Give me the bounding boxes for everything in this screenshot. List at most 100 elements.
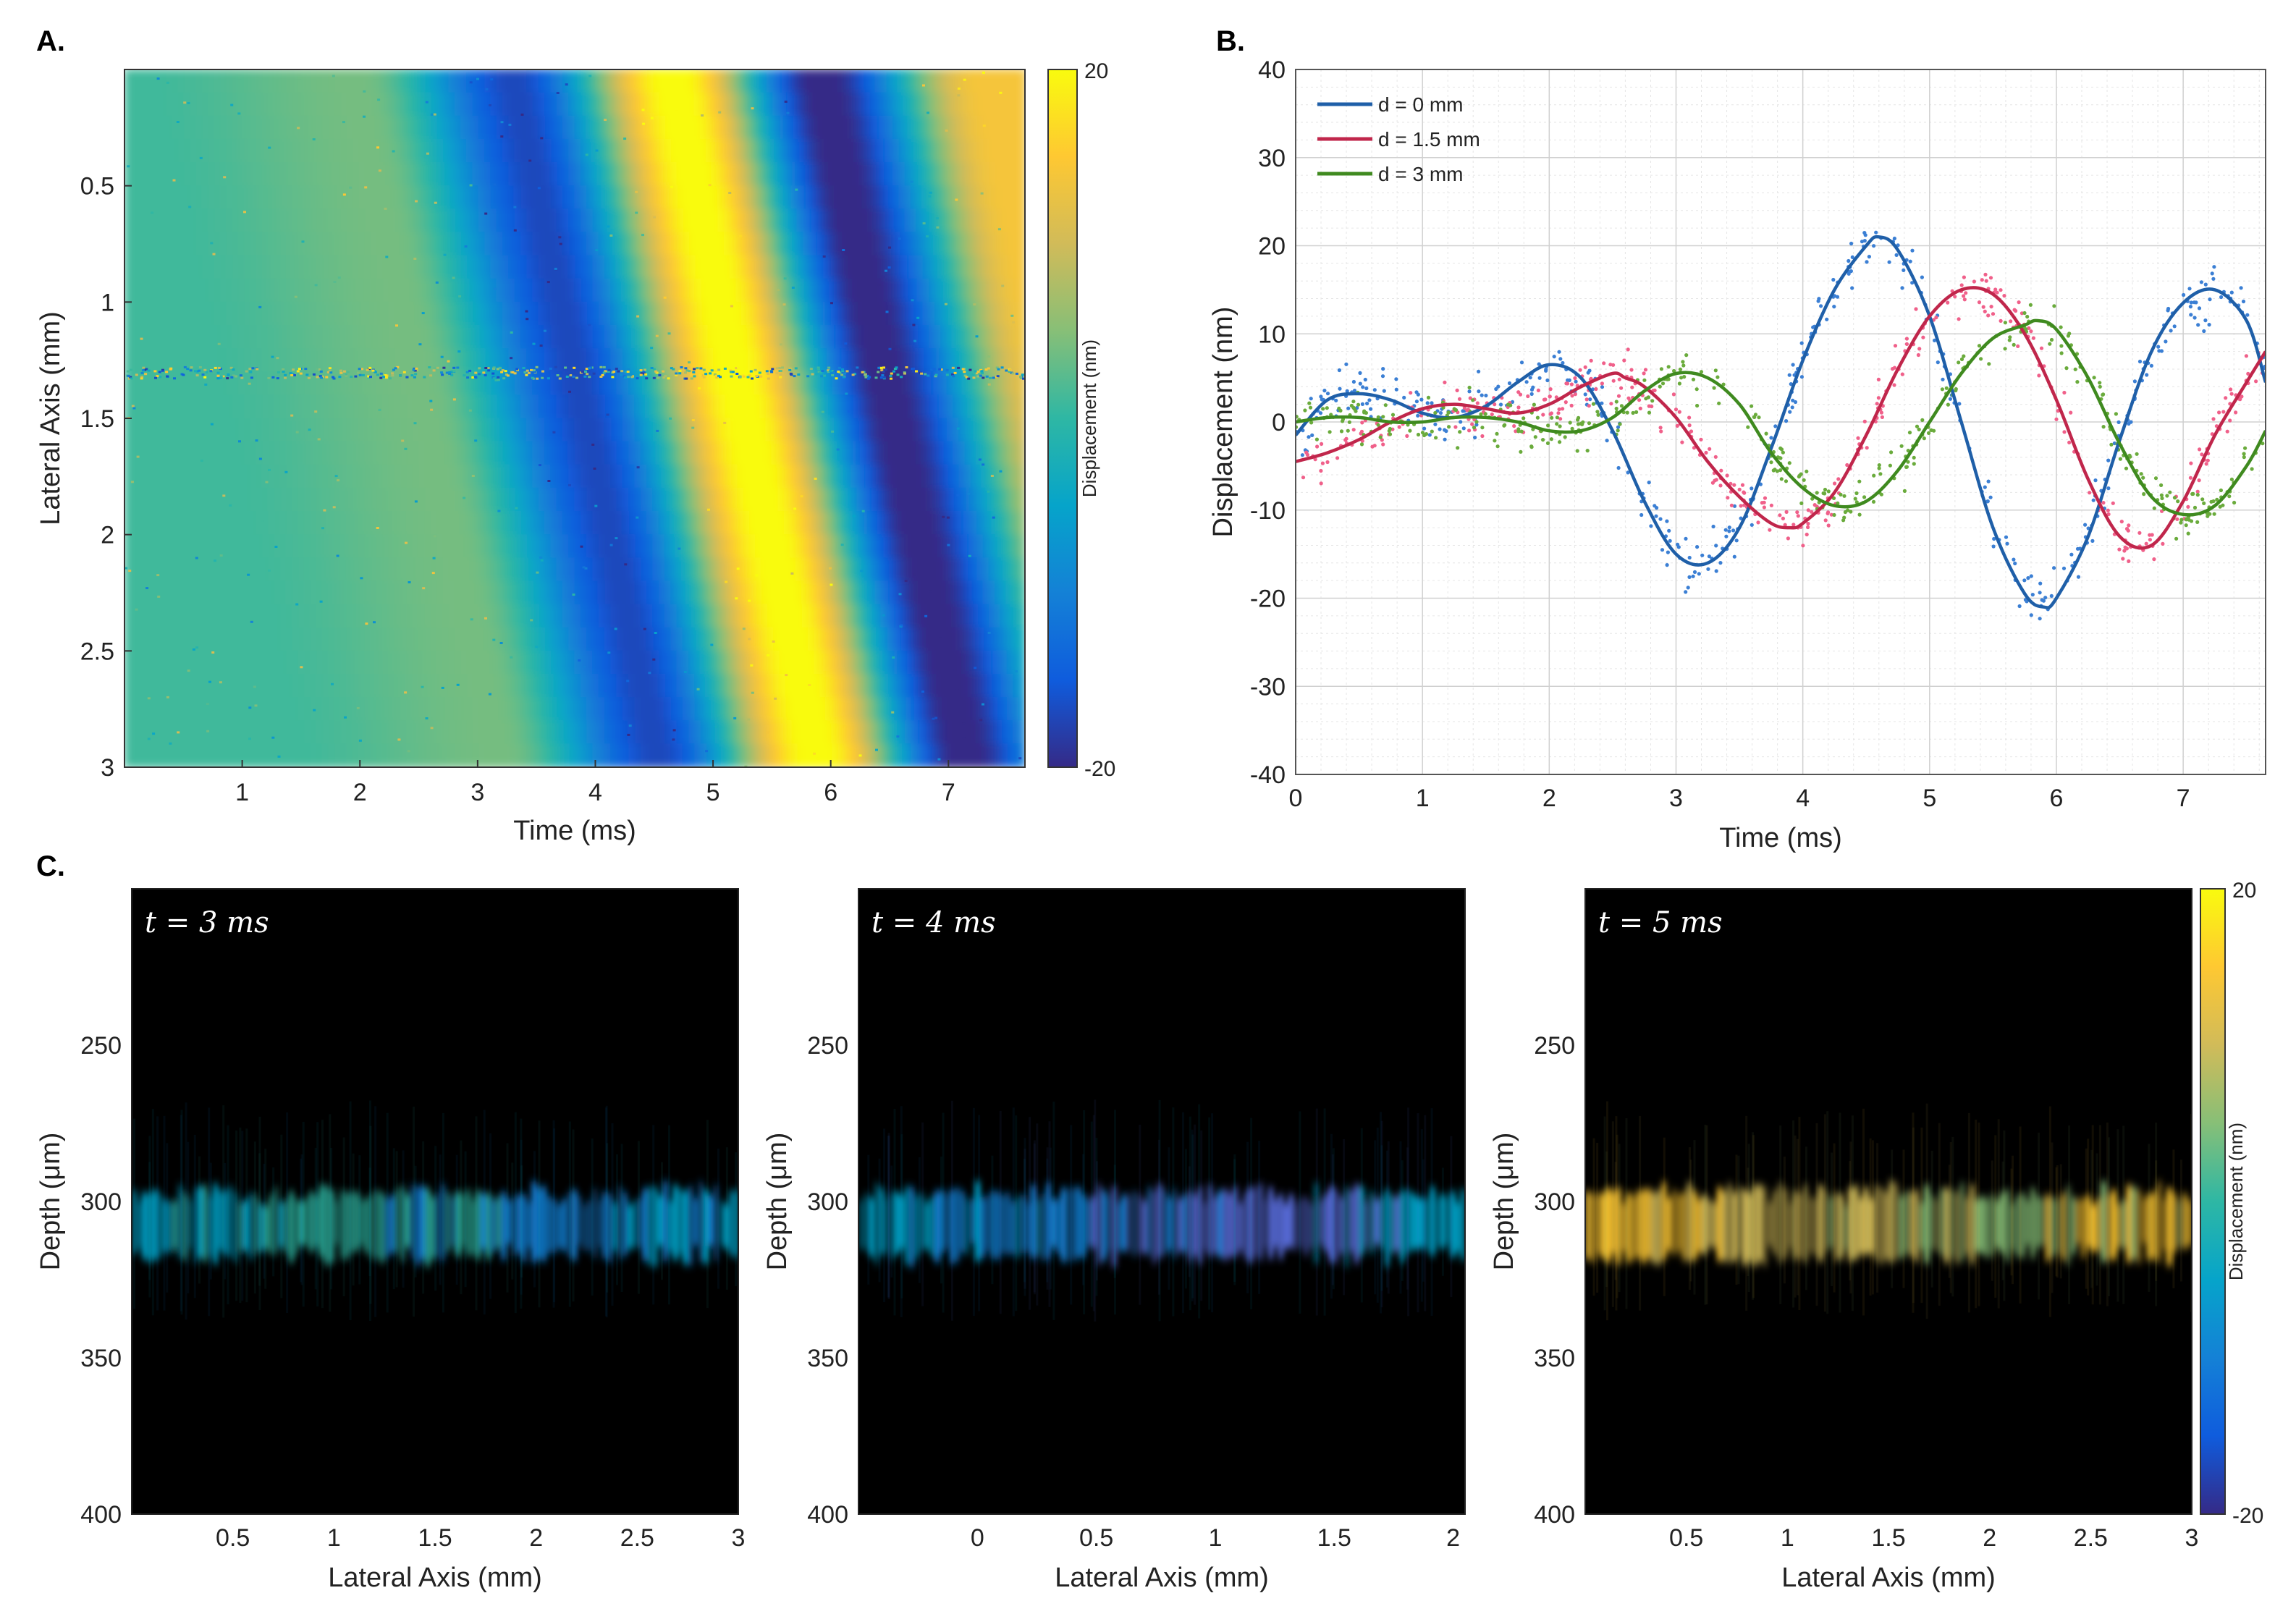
heatmap-cell (1018, 464, 1025, 489)
heatmap-cell (214, 348, 221, 373)
heatmap-cell (502, 743, 510, 767)
heatmap-cell (352, 325, 360, 350)
heatmap-cell (995, 487, 1002, 512)
heatmap-cell (586, 557, 594, 582)
heatmap-cell (652, 115, 660, 140)
heatmap-cell (982, 674, 990, 698)
heatmap-cell (658, 511, 666, 536)
heatmap-cell (388, 557, 396, 582)
heatmap-cell (406, 185, 414, 210)
heatmap-cell (262, 627, 269, 652)
heatmap-cell (748, 604, 756, 629)
heatmap-cell (478, 255, 486, 280)
heatmap-cell (1000, 325, 1008, 350)
heatmap-cell (886, 232, 894, 256)
heatmap-cell (412, 115, 420, 140)
heatmap-cell (1000, 720, 1008, 745)
heatmap-cell (154, 627, 161, 652)
heatmap-cell (664, 115, 672, 140)
heatmap-cell (880, 394, 888, 419)
heatmap-cell (874, 580, 882, 605)
heatmap-cell (148, 674, 156, 698)
heatmap-cell (568, 325, 575, 350)
heatmap-cell (664, 208, 672, 233)
heatmap-cell (400, 162, 408, 187)
heatmap-cell (988, 697, 996, 722)
heatmap-cell (910, 185, 918, 210)
heatmap-cell (310, 418, 318, 443)
heatmap-cell (826, 418, 834, 443)
heatmap-cell (304, 418, 312, 443)
noise-row-speck (793, 375, 796, 378)
heatmap-cell (298, 464, 305, 489)
heatmap-cell (652, 69, 660, 94)
heatmap-cell (976, 464, 984, 489)
heatmap-cell (856, 371, 864, 396)
heatmap-cell (418, 580, 426, 605)
heatmap-cell (658, 650, 666, 675)
heatmap-cell (628, 371, 636, 396)
heatmap-cell (604, 697, 612, 722)
heatmap-cell (778, 208, 786, 233)
heatmap-cell (370, 604, 378, 629)
heatmap-cell (214, 185, 221, 210)
noise-speck (751, 107, 754, 110)
heatmap-cell (688, 162, 696, 187)
heatmap-cell (220, 348, 227, 373)
heatmap-cell (250, 348, 258, 373)
heatmap-cell (688, 464, 696, 489)
heatmap-cell (262, 162, 269, 187)
heatmap-cell (946, 697, 954, 722)
heatmap-cell (166, 580, 174, 605)
heatmap-cell (490, 394, 498, 419)
heatmap-cell (376, 185, 384, 210)
heatmap-cell (454, 650, 462, 675)
heatmap-cell (940, 278, 948, 303)
heatmap-cell (526, 743, 533, 767)
heatmap-cell (142, 720, 150, 745)
heatmap-cell (766, 511, 774, 536)
noise-speck (955, 198, 958, 201)
heatmap-cell (166, 278, 174, 303)
heatmap-cell (616, 208, 624, 233)
noise-speck (211, 651, 215, 654)
heatmap-cell (988, 674, 996, 698)
noise-row-speck (809, 368, 813, 371)
heatmap-cell (508, 464, 516, 489)
heatmap-cell (178, 232, 185, 256)
heatmap-cell (796, 580, 804, 605)
heatmap-cell (646, 604, 654, 629)
noise-row-speck (436, 366, 439, 369)
heatmap-cell (466, 278, 473, 303)
heatmap-cell (851, 487, 858, 512)
heatmap-cell (262, 138, 269, 164)
heatmap-cell (832, 162, 840, 187)
heatmap-cell (154, 534, 161, 559)
noise-speck (337, 479, 340, 482)
heatmap-cell (178, 255, 185, 280)
heatmap-cell (652, 325, 660, 350)
heatmap-cell (844, 534, 852, 559)
heatmap-cell (292, 487, 300, 512)
heatmap-cell (976, 278, 984, 303)
heatmap-cell (724, 511, 732, 536)
heatmap-cell (664, 348, 672, 373)
heatmap-cell (712, 627, 719, 652)
heatmap-cell (430, 185, 438, 210)
noise-speck (195, 557, 198, 559)
heatmap-cell (286, 115, 294, 140)
heatmap-cell (382, 464, 389, 489)
heatmap-cell (820, 301, 828, 326)
heatmap-cell (556, 650, 564, 675)
heatmap-cell (436, 511, 444, 536)
heatmap-cell (178, 557, 185, 582)
heatmap-cell (982, 115, 990, 140)
heatmap-cell (880, 580, 888, 605)
heatmap-cell (160, 255, 168, 280)
heatmap-cell (958, 743, 966, 767)
heatmap-cell (1006, 138, 1014, 164)
heatmap-cell (244, 92, 252, 117)
heatmap-cell (730, 511, 738, 536)
heatmap-cell (328, 557, 336, 582)
heatmap-cell (406, 441, 414, 466)
